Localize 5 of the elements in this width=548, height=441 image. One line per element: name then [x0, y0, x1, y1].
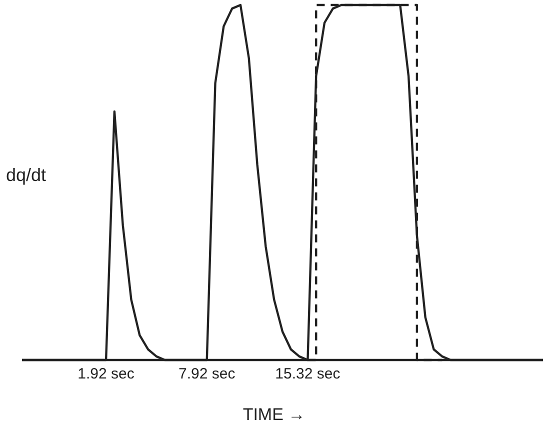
- x-axis-title: TIME →: [242, 405, 306, 425]
- x-tick-label: 15.32 sec: [275, 366, 341, 383]
- x-tick-label: 1.92 sec: [78, 366, 135, 383]
- y-axis-title: dq/dt: [6, 165, 46, 186]
- x-tick-label: 7.92 sec: [178, 366, 236, 383]
